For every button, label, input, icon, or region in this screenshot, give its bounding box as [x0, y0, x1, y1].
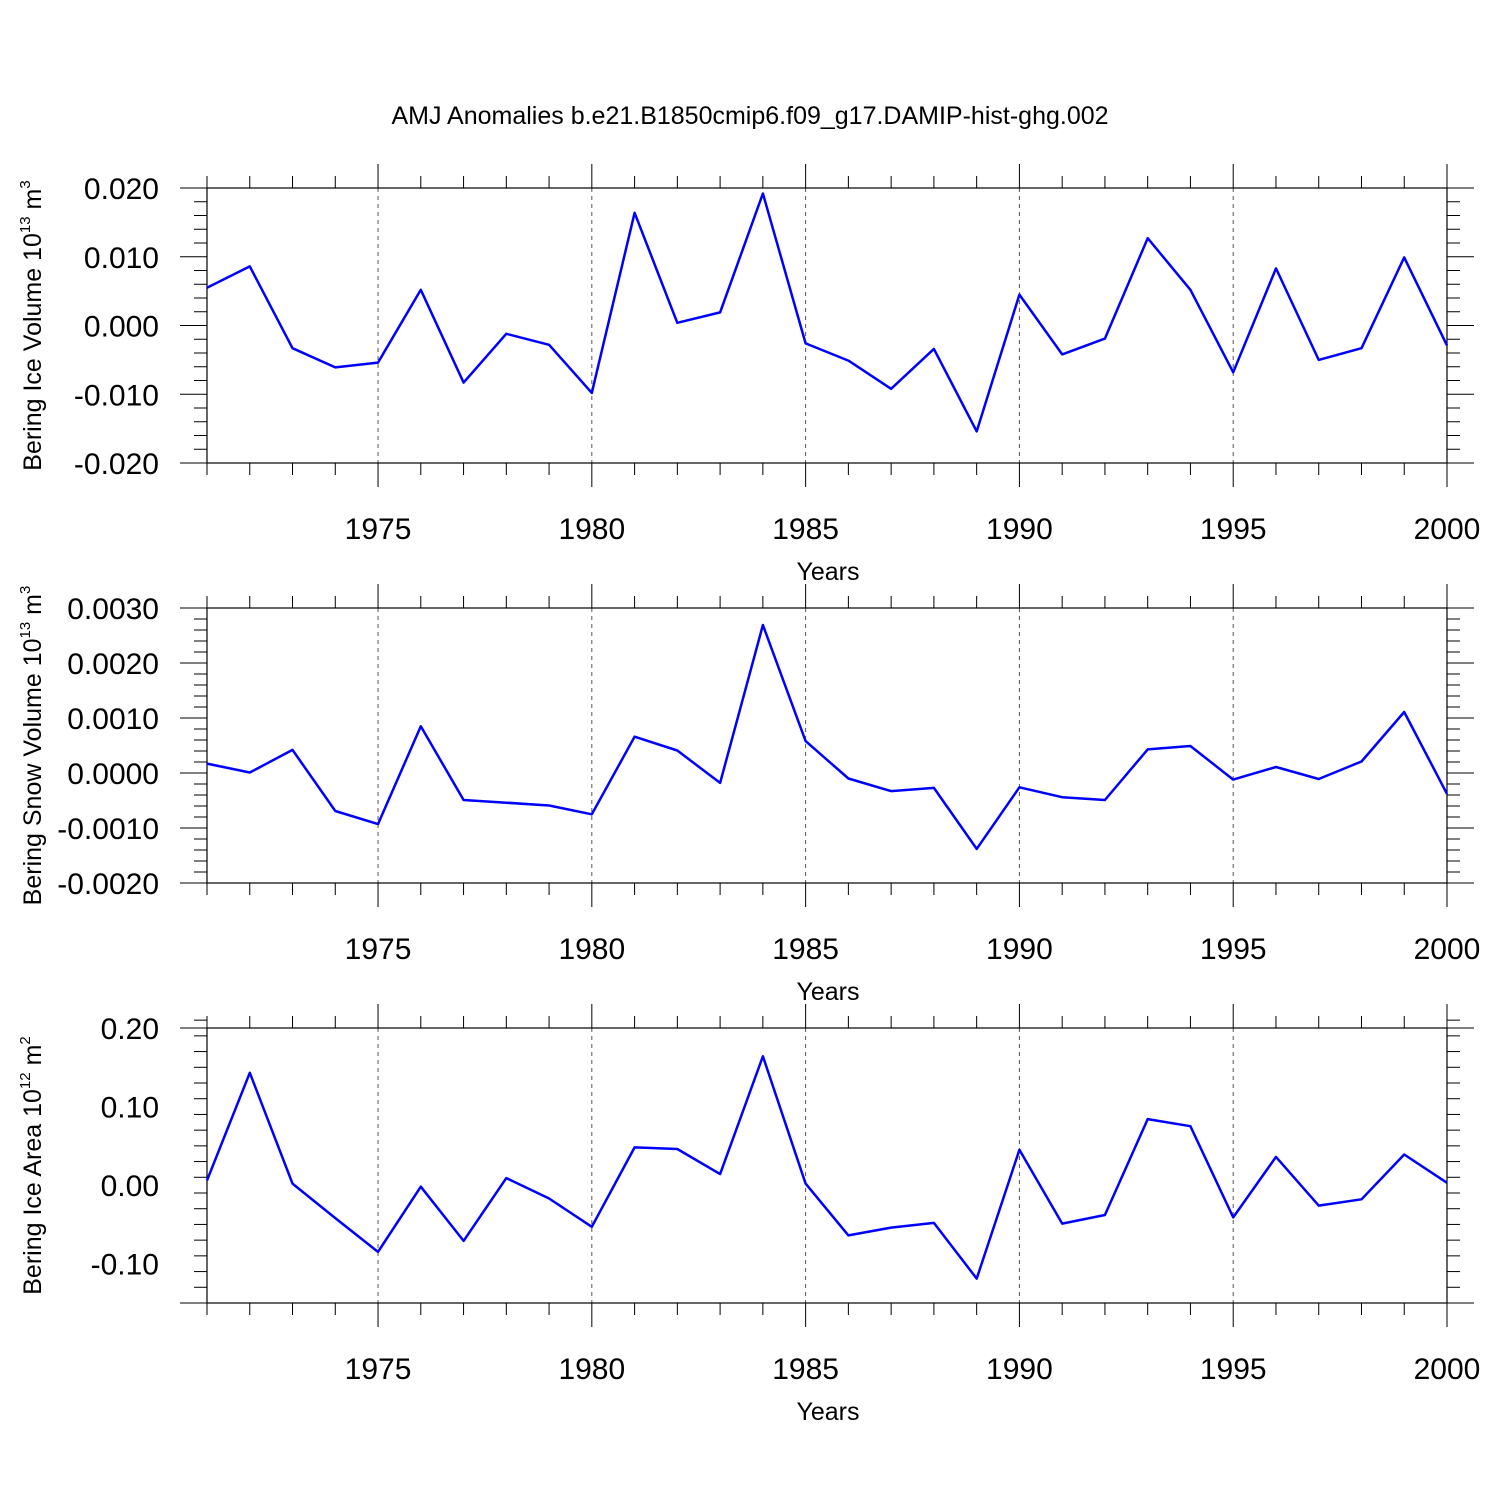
snow-volume-xtick-label: 1995 — [1200, 933, 1267, 966]
ice-volume-xtick-label: 1985 — [772, 513, 839, 546]
snow-volume-xtick-label: 1975 — [345, 933, 412, 966]
snow-volume-xtick-label: 1985 — [772, 933, 839, 966]
ice-volume-y-axis-label: Bering Ice Volume 1013 m3 — [17, 180, 47, 470]
ice-area-xtick-label: 1980 — [558, 1353, 625, 1386]
ice-area-series-line — [205, 1055, 1448, 1280]
ice-volume-ytick-label: -0.010 — [74, 379, 159, 412]
snow-volume-ytick-label: -0.0010 — [57, 813, 159, 846]
ice-volume-plot-frame — [206, 187, 1448, 464]
snow-volume-xtick-label: 2000 — [1414, 933, 1481, 966]
snow-volume-series-line — [206, 623, 1449, 851]
ice-volume-ytick-label: 0.000 — [84, 311, 159, 344]
ice-area-y-axis-label: Bering Ice Area 1012 m2 — [17, 1036, 47, 1295]
ice-area-xtick-label: 1995 — [1200, 1353, 1267, 1386]
ice-volume-xtick-label: 1975 — [345, 513, 412, 546]
ice-area-xtick-label: 2000 — [1414, 1353, 1481, 1386]
ice-area-ytick-label: 0.00 — [101, 1170, 159, 1203]
snow-volume-ytick-label: -0.0020 — [57, 868, 159, 901]
snow-volume-ytick-label: 0.0030 — [67, 593, 159, 626]
ice-volume-series-line — [206, 192, 1449, 433]
snow-volume-plot-frame — [206, 607, 1448, 884]
snow-volume-x-axis-label: Years — [796, 978, 859, 1006]
snow-volume-xtick-label: 1990 — [986, 933, 1053, 966]
snow-volume-y-axis-label: Bering Snow Volume 1013 m3 — [17, 586, 47, 906]
ice-area-panel: -0.10 0.00 0.10 0.20 1975 1980 1985 1990 1995 200… — [17, 1004, 1480, 1426]
chart-title: AMJ Anomalies b.e21.B1850cmip6.f09_g17.D… — [391, 102, 1108, 130]
snow-volume-xtick-label: 1980 — [558, 933, 625, 966]
ice-area-xtick-label: 1990 — [986, 1353, 1053, 1386]
ice-area-plot-frame — [206, 1027, 1448, 1304]
ice-area-xtick-label: 1975 — [345, 1353, 412, 1386]
ice-volume-ytick-label: 0.020 — [84, 173, 159, 206]
ice-area-ytick-label: 0.10 — [101, 1092, 159, 1125]
snow-volume-ytick-label: 0.0000 — [67, 758, 159, 791]
snow-volume-panel: -0.0020 -0.0010 0.0000 0.0010 0.0020 0.0030 19… — [17, 584, 1480, 1006]
ice-area-ytick-label: -0.10 — [91, 1249, 159, 1282]
snow-volume-ytick-label: 0.0010 — [67, 703, 159, 736]
ice-volume-ytick-label: 0.010 — [84, 242, 159, 275]
ice-volume-panel: -0.020 -0.010 0.000 0.010 0.020 1975 1980 1985 1… — [17, 164, 1480, 586]
ice-area-xtick-label: 1985 — [772, 1353, 839, 1386]
ice-volume-x-axis-label: Years — [796, 558, 859, 586]
ice-volume-xtick-label: 2000 — [1414, 513, 1481, 546]
ice-area-ytick-label: 0.20 — [101, 1013, 159, 1046]
ice-area-x-axis-label: Years — [796, 1398, 859, 1426]
ice-volume-ytick-label: -0.020 — [74, 448, 159, 481]
ice-volume-xtick-label: 1980 — [558, 513, 625, 546]
ice-volume-xtick-label: 1995 — [1200, 513, 1267, 546]
snow-volume-ytick-label: 0.0020 — [67, 648, 159, 681]
ice-volume-xtick-label: 1990 — [986, 513, 1053, 546]
